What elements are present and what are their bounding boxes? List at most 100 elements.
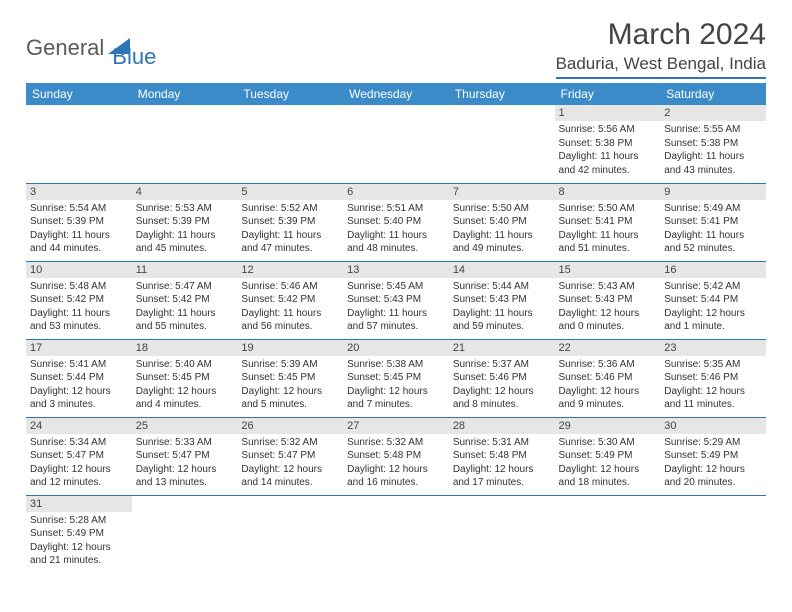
title-block: March 2024 Baduria, West Bengal, India <box>556 18 766 79</box>
day-content: Sunrise: 5:52 AMSunset: 5:39 PMDaylight:… <box>237 200 343 260</box>
day-number: 31 <box>26 496 132 512</box>
calendar-cell: 24Sunrise: 5:34 AMSunset: 5:47 PMDayligh… <box>26 417 132 495</box>
calendar-cell: 6Sunrise: 5:51 AMSunset: 5:40 PMDaylight… <box>343 183 449 261</box>
weekday-header: Wednesday <box>343 83 449 105</box>
calendar-cell: 18Sunrise: 5:40 AMSunset: 5:45 PMDayligh… <box>132 339 238 417</box>
calendar-cell: 8Sunrise: 5:50 AMSunset: 5:41 PMDaylight… <box>555 183 661 261</box>
calendar-cell <box>132 105 238 183</box>
day-number: 5 <box>237 184 343 200</box>
calendar-cell <box>237 105 343 183</box>
calendar-cell: 29Sunrise: 5:30 AMSunset: 5:49 PMDayligh… <box>555 417 661 495</box>
day-number: 10 <box>26 262 132 278</box>
day-content: Sunrise: 5:28 AMSunset: 5:49 PMDaylight:… <box>26 512 132 572</box>
calendar-cell <box>449 495 555 573</box>
calendar-cell: 17Sunrise: 5:41 AMSunset: 5:44 PMDayligh… <box>26 339 132 417</box>
day-content: Sunrise: 5:51 AMSunset: 5:40 PMDaylight:… <box>343 200 449 260</box>
calendar-cell: 28Sunrise: 5:31 AMSunset: 5:48 PMDayligh… <box>449 417 555 495</box>
day-content: Sunrise: 5:41 AMSunset: 5:44 PMDaylight:… <box>26 356 132 416</box>
day-content: Sunrise: 5:50 AMSunset: 5:41 PMDaylight:… <box>555 200 661 260</box>
calendar-cell <box>660 495 766 573</box>
day-content: Sunrise: 5:31 AMSunset: 5:48 PMDaylight:… <box>449 434 555 494</box>
day-content: Sunrise: 5:38 AMSunset: 5:45 PMDaylight:… <box>343 356 449 416</box>
day-number: 25 <box>132 418 238 434</box>
calendar-cell: 13Sunrise: 5:45 AMSunset: 5:43 PMDayligh… <box>343 261 449 339</box>
day-content: Sunrise: 5:32 AMSunset: 5:48 PMDaylight:… <box>343 434 449 494</box>
calendar-cell <box>132 495 238 573</box>
day-content: Sunrise: 5:55 AMSunset: 5:38 PMDaylight:… <box>660 121 766 181</box>
day-content: Sunrise: 5:48 AMSunset: 5:42 PMDaylight:… <box>26 278 132 338</box>
calendar-cell: 27Sunrise: 5:32 AMSunset: 5:48 PMDayligh… <box>343 417 449 495</box>
calendar-cell: 31Sunrise: 5:28 AMSunset: 5:49 PMDayligh… <box>26 495 132 573</box>
day-number: 4 <box>132 184 238 200</box>
calendar-cell: 4Sunrise: 5:53 AMSunset: 5:39 PMDaylight… <box>132 183 238 261</box>
calendar-cell: 25Sunrise: 5:33 AMSunset: 5:47 PMDayligh… <box>132 417 238 495</box>
day-number: 29 <box>555 418 661 434</box>
day-number: 26 <box>237 418 343 434</box>
location-label: Baduria, West Bengal, India <box>556 54 766 79</box>
calendar-cell: 3Sunrise: 5:54 AMSunset: 5:39 PMDaylight… <box>26 183 132 261</box>
calendar-cell <box>449 105 555 183</box>
weekday-header: Tuesday <box>237 83 343 105</box>
logo: General Blue <box>26 26 156 70</box>
calendar-cell: 19Sunrise: 5:39 AMSunset: 5:45 PMDayligh… <box>237 339 343 417</box>
calendar-row: 24Sunrise: 5:34 AMSunset: 5:47 PMDayligh… <box>26 417 766 495</box>
calendar-row: 1Sunrise: 5:56 AMSunset: 5:38 PMDaylight… <box>26 105 766 183</box>
day-content: Sunrise: 5:32 AMSunset: 5:47 PMDaylight:… <box>237 434 343 494</box>
day-number: 9 <box>660 184 766 200</box>
calendar-row: 31Sunrise: 5:28 AMSunset: 5:49 PMDayligh… <box>26 495 766 573</box>
day-content: Sunrise: 5:45 AMSunset: 5:43 PMDaylight:… <box>343 278 449 338</box>
calendar-cell: 11Sunrise: 5:47 AMSunset: 5:42 PMDayligh… <box>132 261 238 339</box>
calendar-cell: 21Sunrise: 5:37 AMSunset: 5:46 PMDayligh… <box>449 339 555 417</box>
day-content: Sunrise: 5:56 AMSunset: 5:38 PMDaylight:… <box>555 121 661 181</box>
weekday-header: Sunday <box>26 83 132 105</box>
calendar-cell <box>26 105 132 183</box>
day-number: 21 <box>449 340 555 356</box>
calendar-cell: 22Sunrise: 5:36 AMSunset: 5:46 PMDayligh… <box>555 339 661 417</box>
weekday-header-row: SundayMondayTuesdayWednesdayThursdayFrid… <box>26 83 766 105</box>
day-number: 14 <box>449 262 555 278</box>
day-number: 24 <box>26 418 132 434</box>
day-number: 2 <box>660 105 766 121</box>
day-content: Sunrise: 5:33 AMSunset: 5:47 PMDaylight:… <box>132 434 238 494</box>
calendar-cell: 5Sunrise: 5:52 AMSunset: 5:39 PMDaylight… <box>237 183 343 261</box>
header: General Blue March 2024 Baduria, West Be… <box>26 18 766 79</box>
calendar-cell: 15Sunrise: 5:43 AMSunset: 5:43 PMDayligh… <box>555 261 661 339</box>
calendar-cell <box>555 495 661 573</box>
day-number: 18 <box>132 340 238 356</box>
calendar-cell <box>237 495 343 573</box>
day-content: Sunrise: 5:54 AMSunset: 5:39 PMDaylight:… <box>26 200 132 260</box>
calendar-row: 3Sunrise: 5:54 AMSunset: 5:39 PMDaylight… <box>26 183 766 261</box>
day-number: 1 <box>555 105 661 121</box>
day-content: Sunrise: 5:46 AMSunset: 5:42 PMDaylight:… <box>237 278 343 338</box>
day-content: Sunrise: 5:43 AMSunset: 5:43 PMDaylight:… <box>555 278 661 338</box>
calendar-cell: 16Sunrise: 5:42 AMSunset: 5:44 PMDayligh… <box>660 261 766 339</box>
calendar-table: SundayMondayTuesdayWednesdayThursdayFrid… <box>26 83 766 573</box>
day-content: Sunrise: 5:29 AMSunset: 5:49 PMDaylight:… <box>660 434 766 494</box>
day-number: 27 <box>343 418 449 434</box>
calendar-cell: 1Sunrise: 5:56 AMSunset: 5:38 PMDaylight… <box>555 105 661 183</box>
day-content: Sunrise: 5:49 AMSunset: 5:41 PMDaylight:… <box>660 200 766 260</box>
day-number: 19 <box>237 340 343 356</box>
day-number: 11 <box>132 262 238 278</box>
day-content: Sunrise: 5:44 AMSunset: 5:43 PMDaylight:… <box>449 278 555 338</box>
day-number: 22 <box>555 340 661 356</box>
calendar-cell: 20Sunrise: 5:38 AMSunset: 5:45 PMDayligh… <box>343 339 449 417</box>
calendar-cell <box>343 495 449 573</box>
day-content: Sunrise: 5:39 AMSunset: 5:45 PMDaylight:… <box>237 356 343 416</box>
calendar-row: 17Sunrise: 5:41 AMSunset: 5:44 PMDayligh… <box>26 339 766 417</box>
day-number: 23 <box>660 340 766 356</box>
calendar-cell <box>343 105 449 183</box>
calendar-cell: 30Sunrise: 5:29 AMSunset: 5:49 PMDayligh… <box>660 417 766 495</box>
day-number: 6 <box>343 184 449 200</box>
weekday-header: Monday <box>132 83 238 105</box>
calendar-row: 10Sunrise: 5:48 AMSunset: 5:42 PMDayligh… <box>26 261 766 339</box>
day-number: 7 <box>449 184 555 200</box>
day-number: 15 <box>555 262 661 278</box>
calendar-cell: 9Sunrise: 5:49 AMSunset: 5:41 PMDaylight… <box>660 183 766 261</box>
day-content: Sunrise: 5:47 AMSunset: 5:42 PMDaylight:… <box>132 278 238 338</box>
calendar-cell: 10Sunrise: 5:48 AMSunset: 5:42 PMDayligh… <box>26 261 132 339</box>
day-content: Sunrise: 5:40 AMSunset: 5:45 PMDaylight:… <box>132 356 238 416</box>
day-number: 3 <box>26 184 132 200</box>
calendar-cell: 2Sunrise: 5:55 AMSunset: 5:38 PMDaylight… <box>660 105 766 183</box>
day-number: 12 <box>237 262 343 278</box>
